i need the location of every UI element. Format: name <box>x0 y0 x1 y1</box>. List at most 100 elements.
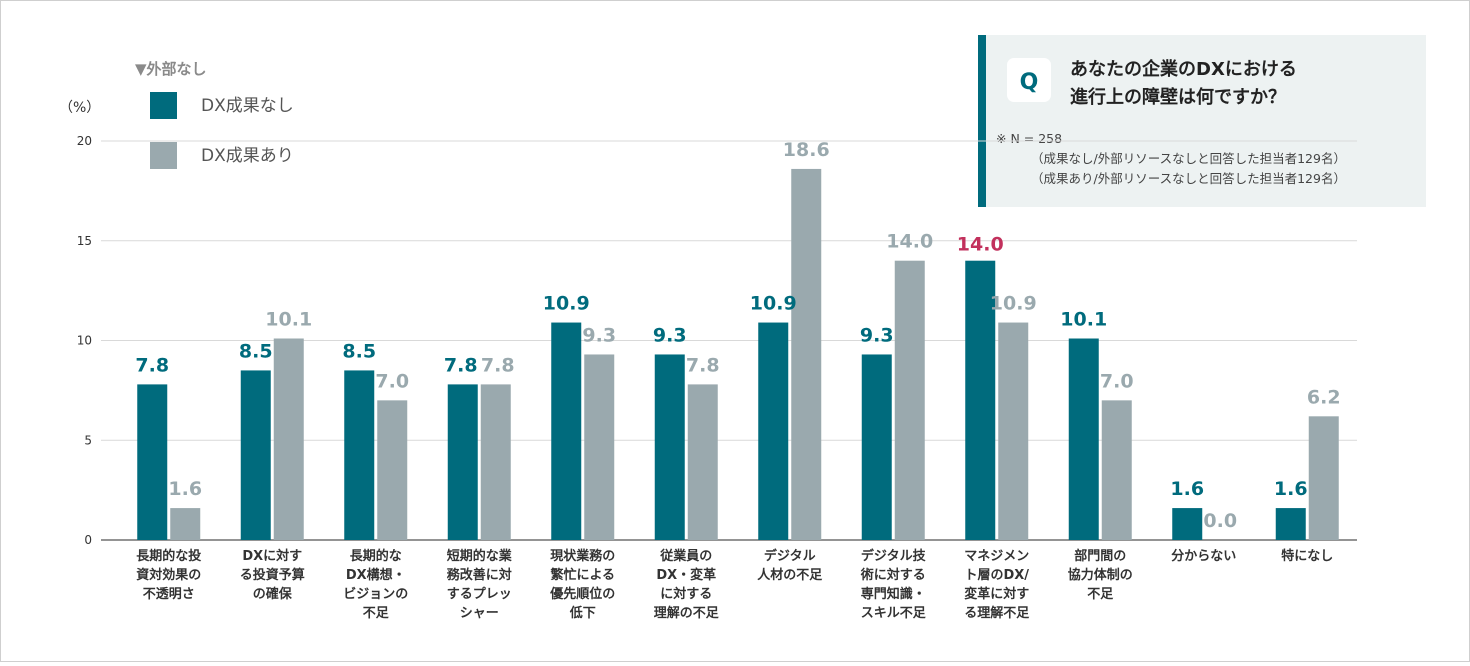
legend-swatch-no-result <box>150 92 177 119</box>
value-label-no-result: 8.5 <box>342 340 376 362</box>
category-label: 資対効果の <box>136 567 201 583</box>
value-label-result: 7.0 <box>375 370 409 392</box>
value-label-no-result: 9.3 <box>653 324 687 346</box>
section-label: ▼外部なし <box>135 60 207 78</box>
bar-no-result <box>1068 338 1099 540</box>
value-label-result: 18.6 <box>783 139 830 161</box>
category-label: スキル不足 <box>861 606 927 621</box>
legend-label-no-result: DX成果なし <box>201 96 294 116</box>
value-label-result: 10.9 <box>990 293 1037 315</box>
y-axis-ticks: 0 5 10 15 20 <box>77 134 92 547</box>
category-label: デジタル技 <box>861 548 927 564</box>
gridlines <box>101 140 1357 541</box>
category-label: 務改善に対 <box>447 567 512 583</box>
y-tick-label: 10 <box>77 334 92 348</box>
category-label: 人材の不足 <box>757 567 823 583</box>
category-label: デジタル <box>764 548 816 564</box>
category-label: ビジョンの <box>343 586 408 602</box>
value-labels: 7.81.68.510.18.57.07.8 7.810.99.3 9.37.810… <box>135 139 1340 532</box>
bar-result <box>791 168 822 540</box>
question-note-no-result: （成果なし/外部リソースなしと回答した担当者129名） <box>1031 151 1346 166</box>
category-label: DX構想・ <box>346 567 406 583</box>
question-panel: Q あなたの企業のDXにおける 進行上の障壁は何ですか？ ※ N = 258 （… <box>978 35 1426 207</box>
y-tick-label: 20 <box>77 134 92 148</box>
question-panel-accent <box>978 35 986 207</box>
value-label-result: 0.0 <box>1203 510 1237 532</box>
category-label: 特になし <box>1281 548 1333 564</box>
category-label: 不足 <box>363 606 390 621</box>
category-label: 専門知識・ <box>861 586 926 602</box>
bar-result <box>377 400 408 540</box>
category-label: シャー <box>460 606 499 621</box>
legend: DX成果なし DX成果あり <box>150 92 294 169</box>
legend-label-result: DX成果あり <box>201 146 294 166</box>
legend-swatch-result <box>150 142 177 169</box>
value-label-no-result: 10.9 <box>543 293 590 315</box>
value-label-no-result: 9.3 <box>860 324 894 346</box>
value-label-no-result: 14.0 <box>957 234 1004 256</box>
category-label: の確保 <box>253 586 293 602</box>
bar-result <box>998 322 1029 540</box>
value-label-result: 14.0 <box>886 231 933 253</box>
value-label-no-result: 8.5 <box>239 340 273 362</box>
value-label-result: 6.2 <box>1307 386 1341 408</box>
category-label: 理解の不足 <box>654 605 720 621</box>
value-label-result: 7.0 <box>1100 370 1134 392</box>
bar-result <box>1308 416 1339 540</box>
bar-no-result <box>654 354 685 540</box>
category-label: 低下 <box>569 605 596 621</box>
value-label-no-result: 7.8 <box>444 354 478 376</box>
category-label: に対する <box>660 586 712 602</box>
category-label: る理解不足 <box>964 605 1030 621</box>
bar-result <box>1101 400 1132 540</box>
category-label: DXに対す <box>242 548 302 564</box>
value-label-no-result: 7.8 <box>135 354 169 376</box>
question-note-n: ※ N = 258 <box>996 131 1062 146</box>
y-axis-unit: （%） <box>59 100 100 116</box>
bars <box>137 168 1339 540</box>
bar-result <box>273 338 304 540</box>
y-tick-label: 5 <box>84 433 92 447</box>
category-label: 術に対する <box>860 567 926 583</box>
bar-no-result <box>861 354 892 540</box>
question-line-2: 進行上の障壁は何ですか？ <box>1070 86 1286 108</box>
value-label-no-result: 1.6 <box>1274 478 1308 500</box>
question-note-result: （成果あり/外部リソースなしと回答した担当者129名） <box>1031 171 1346 186</box>
category-label: 短期的な業 <box>447 548 513 564</box>
bar-no-result <box>344 370 375 540</box>
category-label: ト層のDX/ <box>964 568 1029 583</box>
bar-result <box>170 508 201 540</box>
value-label-result: 10.1 <box>265 309 312 331</box>
bar-result <box>584 354 615 540</box>
q-badge-box <box>1007 58 1051 102</box>
category-label: 部門間の <box>1074 548 1126 564</box>
bar-result <box>687 384 718 540</box>
category-label: 優先順位の <box>549 586 615 602</box>
category-label: 現状業務の <box>550 548 615 564</box>
value-label-result: 7.8 <box>686 354 720 376</box>
category-label: 分からない <box>1171 548 1236 564</box>
category-label: 繁忙による <box>550 567 615 583</box>
category-label: 不透明さ <box>143 587 195 602</box>
bar-no-result <box>240 370 271 540</box>
category-label: 不足 <box>1087 587 1114 602</box>
bar-no-result <box>137 384 168 540</box>
value-label-no-result: 10.9 <box>750 293 797 315</box>
bar-no-result <box>447 384 478 540</box>
category-label: マネジメン <box>964 549 1029 564</box>
value-label-no-result: 1.6 <box>1170 478 1204 500</box>
category-label: 長期的な <box>350 548 402 564</box>
category-label: 協力体制の <box>1068 567 1133 583</box>
bar-result <box>894 260 925 540</box>
bar-no-result <box>1172 508 1203 540</box>
category-label: DX・変革 <box>656 567 716 583</box>
bar-no-result <box>1275 508 1306 540</box>
question-line-1: あなたの企業のDXにおける <box>1070 58 1297 80</box>
y-tick-label: 15 <box>77 234 92 248</box>
category-label: するプレッ <box>447 587 512 602</box>
question-panel-bg <box>978 35 1426 207</box>
y-tick-label: 0 <box>84 533 92 547</box>
category-label: る投資予算 <box>240 567 305 583</box>
